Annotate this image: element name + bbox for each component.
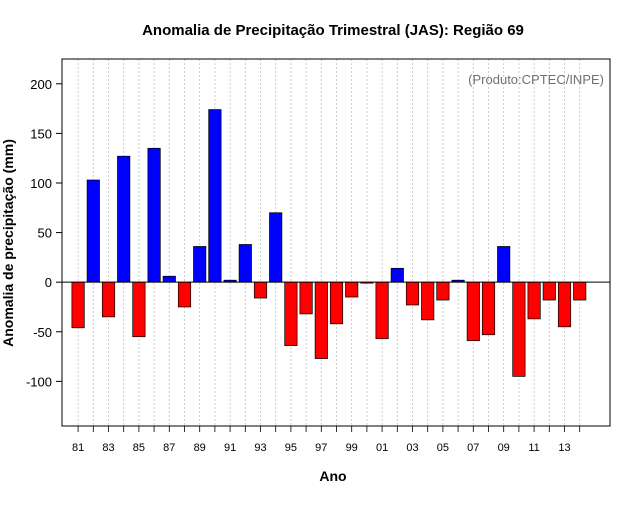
bar-1995 <box>284 281 298 347</box>
plot-frame <box>61 58 611 427</box>
bars <box>71 109 587 377</box>
bar-2013 <box>557 281 572 328</box>
bar-2008 <box>481 281 496 336</box>
x-tick-label: 01 <box>376 442 388 454</box>
y-tick-label: 50 <box>38 226 52 241</box>
bar-2012 <box>542 281 556 301</box>
bar-1992 <box>238 244 252 283</box>
x-tick-label: 99 <box>346 442 358 454</box>
y-tick-label: 200 <box>30 77 52 92</box>
bar-2014 <box>573 281 587 301</box>
x-tick-label: 03 <box>406 442 418 454</box>
bar-1993 <box>253 281 268 299</box>
bar-2005 <box>436 281 450 301</box>
bar-1994 <box>269 212 283 283</box>
bar-1999 <box>345 281 359 298</box>
bar-1987 <box>162 275 176 283</box>
y-tick-label: -50 <box>33 325 52 340</box>
bar-1997 <box>314 281 328 359</box>
x-axis: 81 83 85 87 89 91 93 95 97 99 01 03 05 07 09 11 13 <box>72 426 581 454</box>
x-tick-label: 05 <box>437 442 449 454</box>
y-axis: -100 -50 0 50 100 150 200 <box>26 77 62 389</box>
bar-2010 <box>512 281 526 377</box>
bar-2009 <box>497 246 511 283</box>
bar-1983 <box>101 281 116 318</box>
bar-2004 <box>421 281 435 321</box>
bar-1982 <box>86 179 100 283</box>
bar-2003 <box>405 281 420 306</box>
x-tick-label: 07 <box>467 442 479 454</box>
chart-title: Anomalia de Precipitação Trimestral (JAS… <box>142 22 524 39</box>
bar-1988 <box>177 281 192 308</box>
x-tick-label: 81 <box>72 442 84 454</box>
x-tick-label: 09 <box>498 442 510 454</box>
bar-1981 <box>71 281 85 329</box>
bar-1990 <box>208 109 222 283</box>
x-tick-label: 93 <box>254 442 266 454</box>
bar-1986 <box>147 147 161 283</box>
x-tick-label: 95 <box>285 442 297 454</box>
bar-1996 <box>299 281 313 315</box>
bar-1989 <box>193 246 207 283</box>
y-tick-label: 150 <box>30 126 52 141</box>
x-axis-label: Ano <box>319 468 346 484</box>
x-tick-label: 11 <box>528 442 539 454</box>
bar-2002 <box>390 267 404 283</box>
x-tick-label: 87 <box>163 442 175 454</box>
x-tick-label: 85 <box>133 442 145 454</box>
bar-1984 <box>117 155 131 283</box>
x-tick-label: 91 <box>224 442 236 454</box>
bar-1998 <box>329 281 344 325</box>
x-tick-label: 89 <box>194 442 206 454</box>
bar-1985 <box>132 281 146 338</box>
watermark: (Produto:CPTEC/INPE) <box>468 72 604 87</box>
y-tick-label: 100 <box>30 176 52 191</box>
x-tick-label: 13 <box>558 442 570 454</box>
bar-2007 <box>466 281 480 342</box>
y-tick-label: 0 <box>45 275 52 290</box>
y-axis-label: Anomalia de precipitação (mm) <box>0 139 16 347</box>
bar-2001 <box>375 281 389 340</box>
bar-2011 <box>527 281 541 320</box>
x-tick-label: 83 <box>102 442 114 454</box>
x-tick-label: 97 <box>315 442 327 454</box>
y-tick-label: -100 <box>26 374 52 389</box>
grid <box>77 59 581 426</box>
